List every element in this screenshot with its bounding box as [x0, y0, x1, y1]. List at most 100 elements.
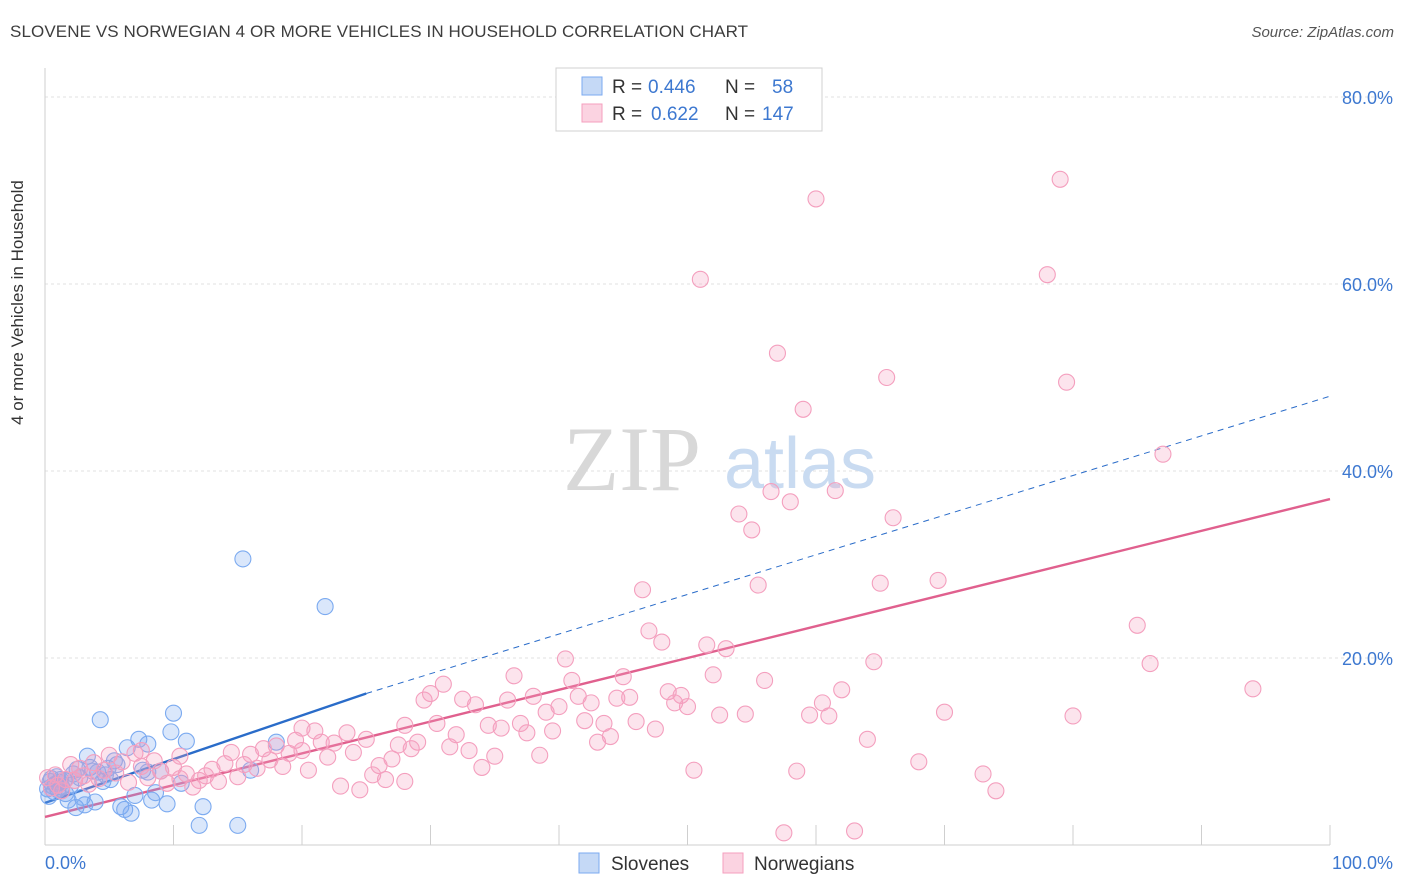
legend-bottom-slovenes-label: Slovenes	[611, 854, 689, 875]
norwegians-point-119	[781, 493, 799, 511]
norwegians-point-84	[550, 698, 568, 716]
norwegians-point-127	[833, 681, 851, 699]
trend-lines	[44, 395, 1331, 819]
norwegians-point-130	[865, 653, 883, 671]
slovenes-point-51	[194, 798, 212, 816]
norwegians-point-100	[653, 633, 671, 651]
legend-norwegians-r-value: 0.622	[651, 104, 699, 125]
norwegians-point-111	[730, 505, 748, 523]
slovenes-point-39	[130, 730, 148, 748]
y-tick-label-3: 80.0%	[1342, 88, 1393, 108]
norwegians-point-45	[299, 761, 317, 779]
norwegians-point-95	[621, 688, 639, 706]
norwegians-point-125	[820, 707, 838, 725]
norwegians-point-6	[62, 756, 80, 774]
norwegians-point-143	[1128, 616, 1146, 634]
y-tick-label-2: 60.0%	[1342, 275, 1393, 295]
norwegians-point-90	[588, 733, 607, 751]
norwegians-point-105	[685, 761, 703, 779]
norwegians-point-131	[871, 574, 889, 592]
legend-stats: R = 0.446 N = 58 R = 0.622 N = 147	[555, 67, 823, 132]
norwegians-point-106	[691, 270, 709, 288]
slovenes-trend-line-dashed	[366, 395, 1331, 695]
norwegians-point-140	[1051, 170, 1069, 188]
norwegians-point-70	[460, 742, 478, 760]
norwegians-point-51	[338, 724, 356, 742]
norwegians-point-66	[434, 675, 452, 693]
norwegians-point-132	[878, 368, 896, 387]
slovenes-point-43	[146, 784, 165, 802]
norwegians-point-134	[910, 753, 928, 771]
y-axis-label: 4 or more Vehicles in Household	[8, 180, 27, 425]
legend-slovenes-n-value: 58	[772, 77, 793, 98]
norwegians-point-150	[396, 716, 414, 734]
norwegians-point-52	[344, 743, 362, 761]
norwegians-point-50	[331, 777, 350, 795]
y-axis-label-wrap: 4 or more Vehicles in Household	[8, 180, 28, 730]
norwegians-point-88	[576, 712, 594, 730]
slovenes-point-47	[164, 704, 183, 722]
norwegians-point-57	[376, 770, 395, 789]
slovenes-point-27	[91, 711, 109, 729]
norwegians-point-71	[466, 696, 485, 714]
norwegians-point-92	[601, 727, 619, 746]
norwegians-point-83	[544, 722, 562, 740]
norwegians-point-108	[704, 666, 722, 684]
norwegians-point-109	[711, 706, 729, 724]
norwegians-point-36	[242, 745, 260, 763]
norwegians-point-110	[717, 640, 735, 658]
norwegians-point-75	[492, 719, 510, 737]
norwegians-point-2	[46, 766, 64, 784]
slovenes-point-41	[139, 735, 157, 753]
norwegians-point-141	[1058, 373, 1076, 391]
norwegians-point-89	[582, 694, 600, 712]
norwegians-point-63	[415, 691, 433, 709]
slovenes-trend-line	[44, 692, 367, 805]
norwegians-point-72	[473, 758, 491, 776]
norwegians-point-68	[447, 726, 465, 744]
norwegians-point-49	[325, 734, 343, 752]
norwegians-point-33	[222, 743, 240, 761]
norwegians-point-94	[614, 668, 632, 686]
data-points	[39, 170, 1262, 842]
legend-bottom-slovenes-swatch	[578, 852, 600, 874]
legend-slovenes-swatch	[581, 76, 603, 96]
norwegians-point-74	[486, 747, 504, 765]
norwegians-point-138	[987, 782, 1005, 800]
norwegians-trend-line	[44, 497, 1331, 819]
slovenes-point-21	[76, 796, 94, 814]
norwegians-point-81	[531, 746, 549, 764]
norwegians-point-76	[499, 691, 517, 709]
norwegians-point-117	[768, 344, 787, 362]
y-tick-label-0: 20.0%	[1342, 649, 1393, 669]
norwegians-point-59	[389, 736, 407, 754]
slovenes-point-49	[177, 732, 195, 750]
norwegians-point-27	[184, 778, 202, 796]
norwegians-point-53	[351, 781, 369, 799]
norwegians-point-12	[90, 770, 108, 788]
norwegians-point-113	[743, 521, 761, 539]
norwegians-point-77	[505, 667, 523, 685]
legend-norwegians-n-label: N =	[725, 104, 755, 125]
norwegians-point-137	[974, 765, 992, 783]
norwegians-point-5	[57, 770, 75, 789]
norwegians-point-146	[1244, 680, 1262, 698]
norwegians-point-73	[479, 716, 497, 734]
norwegians-point-99	[646, 720, 664, 738]
norwegians-point-97	[633, 581, 652, 599]
norwegians-point-29	[197, 767, 215, 785]
norwegians-point-10	[80, 775, 98, 793]
slovenes-point-37	[122, 804, 140, 822]
norwegians-point-123	[807, 190, 825, 208]
norwegians-point-115	[756, 671, 774, 689]
norwegians-point-112	[736, 705, 754, 723]
watermark-zip: ZIP	[563, 408, 701, 510]
norwegians-point-17	[119, 773, 138, 791]
legend-bottom-norwegians-label: Norwegians	[754, 854, 854, 875]
legend-slovenes-r-value: 0.446	[648, 77, 696, 98]
legend-norwegians-r-label: R =	[612, 104, 642, 125]
legend-slovenes-n-label: N =	[725, 77, 755, 98]
norwegians-point-55	[364, 766, 382, 784]
tick-labels: 20.0% 40.0% 60.0% 80.0% 0.0% 100.0%	[45, 88, 1393, 873]
norwegians-point-82	[537, 703, 555, 721]
